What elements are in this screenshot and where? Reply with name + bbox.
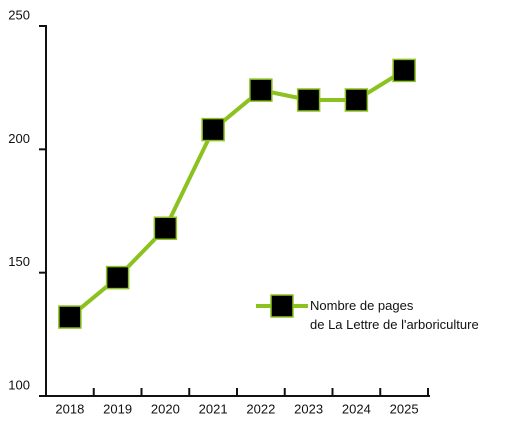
marker [249, 78, 273, 102]
y-tick-label: 200 [8, 131, 30, 146]
marker [296, 88, 321, 112]
marker [105, 265, 130, 290]
marker [58, 305, 82, 329]
marker [153, 216, 178, 241]
marker [201, 117, 225, 142]
x-tick-label: 2024 [342, 401, 371, 416]
marker [344, 88, 369, 112]
y-tick-label: 150 [8, 254, 30, 269]
x-tick-label: 2023 [294, 401, 323, 416]
x-tick-label: 2022 [246, 401, 275, 416]
x-tick-label: 2020 [151, 401, 180, 416]
marker [392, 58, 416, 83]
x-tick-label: 2019 [103, 401, 132, 416]
x-tick-label: 2018 [55, 401, 84, 416]
y-tick-label: 100 [8, 377, 30, 392]
y-tick-label: 250 [8, 7, 30, 22]
legend-text: Nombre de pages de La Lettre de l'arbori… [310, 298, 479, 332]
legend-marker [270, 294, 294, 318]
x-tick-label: 2021 [199, 401, 228, 416]
legend-label: Nombre de pages de La Lettre de l'arbori… [310, 298, 479, 332]
x-tick-label: 2025 [390, 401, 419, 416]
